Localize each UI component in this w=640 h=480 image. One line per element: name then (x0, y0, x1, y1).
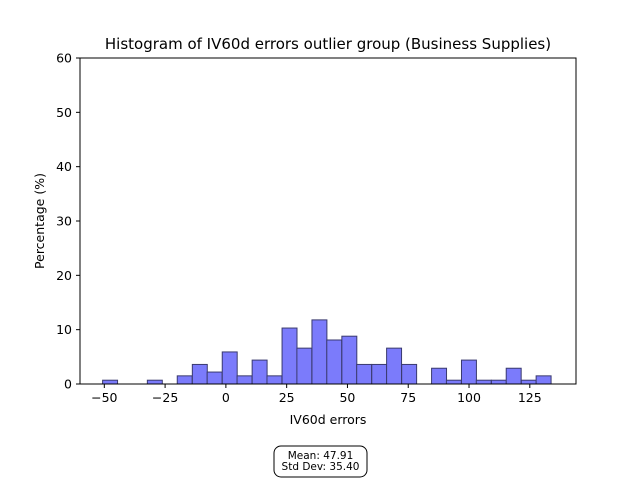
y-tick-label: 40 (56, 159, 72, 174)
histogram-bar (460, 359, 477, 385)
histogram-bar (102, 379, 119, 385)
stats-box (273, 445, 368, 478)
histogram-bar (445, 379, 462, 385)
x-tick-label: 75 (400, 390, 416, 405)
histogram-bar (176, 375, 193, 385)
y-tick-label: 50 (56, 105, 72, 120)
x-tick-label: 0 (222, 390, 230, 405)
histogram-bar (475, 379, 492, 385)
histogram-bar (146, 379, 163, 385)
y-axis-ticks: 0 10 20 30 40 50 60 (56, 51, 80, 392)
histogram-bar (251, 359, 268, 385)
histogram-bar (266, 375, 283, 385)
x-axis-label: IV60d errors (290, 412, 367, 427)
y-tick-label: 0 (64, 377, 72, 392)
x-tick-label: 125 (518, 390, 542, 405)
histogram-bar (505, 367, 522, 385)
y-tick-label: 20 (56, 268, 72, 283)
x-tick-label: 25 (279, 390, 295, 405)
histogram-bar (371, 363, 388, 385)
stats-std: Std Dev: 35.40 (282, 461, 360, 473)
histogram-bar (431, 367, 448, 385)
y-axis-label: Percentage (%) (32, 173, 47, 269)
histogram-bar (221, 351, 238, 385)
x-tick-label: 100 (457, 390, 481, 405)
x-tick-label: −50 (91, 390, 117, 405)
histogram-bar (296, 347, 313, 385)
histogram-bar (490, 379, 507, 385)
chart-title: Histogram of IV60d errors outlier group … (105, 35, 551, 53)
histogram-bar (535, 375, 552, 385)
histogram-bar (326, 339, 343, 385)
histogram-bar (236, 375, 253, 385)
histogram-bar (341, 335, 358, 385)
stats-mean: Mean: 47.91 (288, 450, 354, 462)
y-tick-label: 30 (56, 214, 72, 229)
y-tick-label: 60 (56, 51, 72, 66)
histogram-bar (386, 347, 403, 385)
histogram-bar (191, 363, 208, 385)
histogram-bar (206, 371, 223, 385)
histogram-bar (401, 363, 418, 385)
histogram-bar (281, 327, 298, 385)
bars-group (102, 319, 552, 385)
stats-annotation: Mean: 47.91 Std Dev: 35.40 (273, 445, 368, 478)
y-tick-label: 10 (56, 322, 72, 337)
histogram-bar (356, 363, 373, 385)
histogram-bar (520, 379, 537, 385)
plot-frame (79, 57, 577, 385)
histogram-bar (311, 319, 328, 385)
x-tick-label: 50 (339, 390, 355, 405)
x-tick-label: −25 (152, 390, 178, 405)
x-axis-ticks: −50 −25 0 25 50 75 100 125 (91, 384, 542, 405)
